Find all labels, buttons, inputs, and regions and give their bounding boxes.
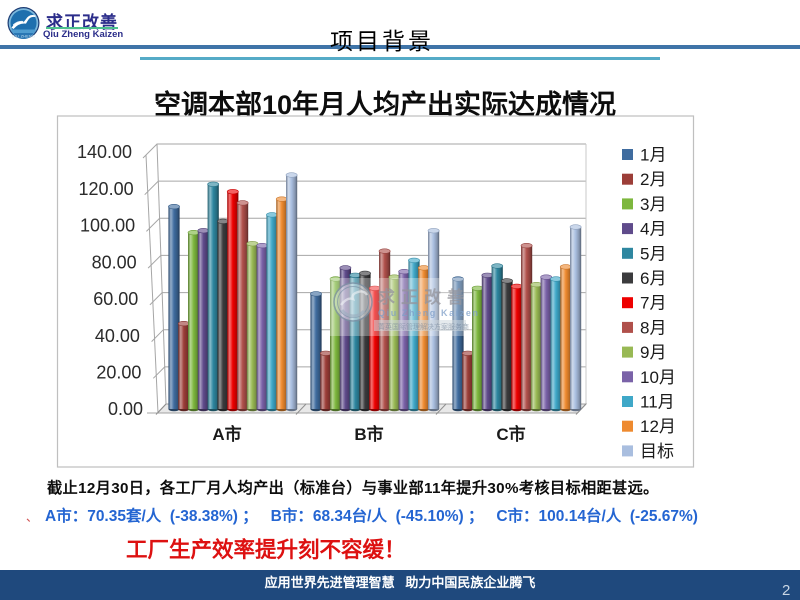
svg-text:20.00: 20.00 [96,363,141,383]
svg-text:80.00: 80.00 [92,252,137,272]
svg-text:9月: 9月 [640,343,666,362]
svg-text:120.00: 120.00 [79,179,134,199]
svg-text:140.00: 140.00 [77,142,132,162]
svg-text:求正改善: 求正改善 [378,287,470,307]
svg-text:100.00: 100.00 [80,216,135,236]
svg-text:8月: 8月 [640,318,666,337]
svg-text:4月: 4月 [640,220,666,239]
svg-text:QIU ZHENG: QIU ZHENG [12,35,36,39]
svg-text:Qiu Zheng Kaizen: Qiu Zheng Kaizen [378,308,480,318]
svg-text:菁英国际管理解决方案服务商: 菁英国际管理解决方案服务商 [378,322,469,331]
svg-text:C市: C市 [496,424,525,444]
svg-text:0.00: 0.00 [108,399,143,419]
svg-text:7月: 7月 [640,294,666,313]
svg-text:6月: 6月 [640,269,666,288]
svg-text:B市: B市 [354,424,383,444]
svg-text:A市: A市 [212,424,241,444]
svg-text:10月: 10月 [640,368,676,387]
svg-text:目标: 目标 [640,442,674,461]
svg-text:40.00: 40.00 [95,326,140,346]
svg-text:60.00: 60.00 [93,289,138,309]
svg-text:12月: 12月 [640,417,676,436]
svg-text:5月: 5月 [640,244,666,263]
svg-text:1月: 1月 [640,146,666,165]
svg-text:2月: 2月 [640,170,666,189]
svg-text:3月: 3月 [640,195,666,214]
svg-text:11月: 11月 [640,393,675,412]
